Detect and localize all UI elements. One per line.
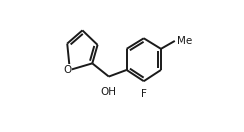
Text: F: F xyxy=(141,89,147,99)
Text: OH: OH xyxy=(101,87,117,97)
Text: O: O xyxy=(63,65,71,75)
Text: Me: Me xyxy=(177,36,193,46)
